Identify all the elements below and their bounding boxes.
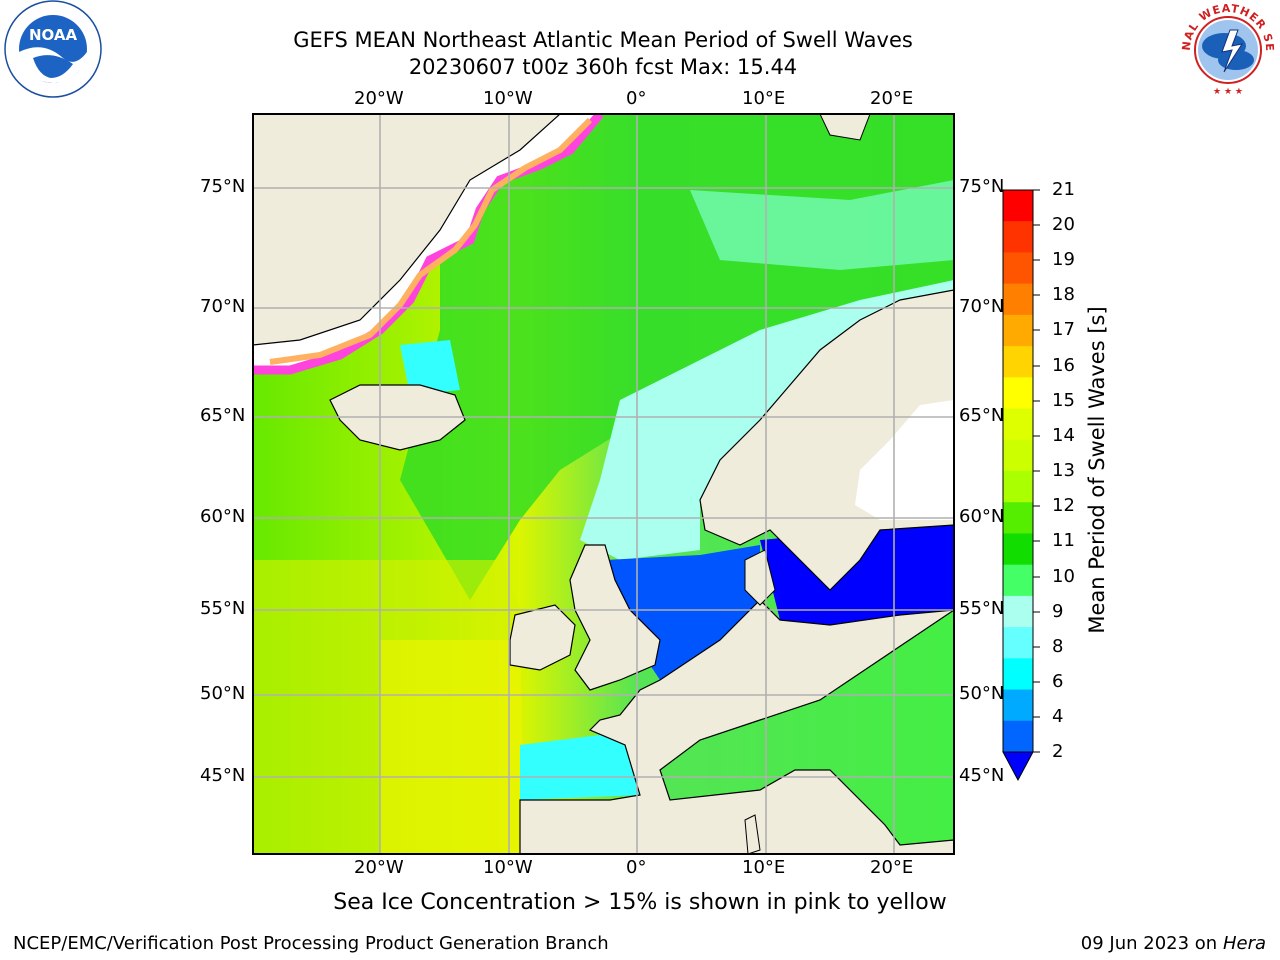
colorbar (1002, 189, 1034, 782)
colorbar-tick-label: 13 (1052, 460, 1075, 481)
colorbar-segment (1003, 190, 1033, 222)
lat-label-left: 70°N (200, 296, 246, 317)
lat-label-right: 65°N (959, 405, 1005, 426)
colorbar-segment (1003, 502, 1033, 534)
lon-label-bottom: 10°W (483, 857, 533, 878)
colorbar-tick-label: 17 (1052, 319, 1075, 340)
lon-label-bottom: 20°E (870, 857, 914, 878)
lon-label-top: 10°W (483, 88, 533, 109)
denmark-land (744, 549, 776, 606)
colorbar-tick-label: 15 (1052, 390, 1075, 411)
colorbar-segment (1003, 346, 1033, 378)
lat-label-left: 60°N (200, 506, 246, 527)
colorbar-tick-label: 16 (1052, 355, 1075, 376)
noaa-logo: NOAA (4, 0, 102, 98)
colorbar-segment (1003, 252, 1033, 285)
chart-subtitle: 20230607 t00z 360h fcst Max: 15.44 (408, 55, 798, 79)
colorbar-tick-label: 2 (1052, 741, 1064, 762)
colorbar-segment (1003, 439, 1033, 472)
lon-label-top: 20°E (870, 88, 914, 109)
lon-label-top: 10°E (742, 88, 786, 109)
lon-label-top: 20°W (354, 88, 404, 109)
colorbar-tick-label: 9 (1052, 601, 1064, 622)
footer-host: Hera (1222, 933, 1266, 954)
footer-date: 09 Jun 2023 on Hera (1081, 933, 1266, 954)
bothnia-ice (855, 400, 954, 520)
lon-label-bottom: 0° (626, 857, 647, 878)
lat-label-left: 45°N (200, 765, 246, 786)
lat-label-right: 45°N (959, 765, 1005, 786)
colorbar-tick-label: 12 (1052, 495, 1075, 516)
lon-label-bottom: 10°E (742, 857, 786, 878)
colorbar-title: Mean Period of Swell Waves [s] (1085, 306, 1109, 634)
colorbar-tick-label: 10 (1052, 566, 1075, 587)
svalbard-land (819, 114, 871, 141)
colorbar-segment (1003, 283, 1033, 316)
chart-title: GEFS MEAN Northeast Atlantic Mean Period… (293, 28, 913, 52)
lat-label-left: 50°N (200, 683, 246, 704)
colorbar-segment (1003, 221, 1033, 253)
colorbar-segment (1003, 408, 1033, 441)
colorbar-segment (1003, 627, 1033, 659)
lon-label-top: 0° (626, 88, 647, 109)
colorbar-tick-label: 20 (1052, 214, 1075, 235)
lat-label-right: 50°N (959, 683, 1005, 704)
corsica-sardinia-land (744, 814, 761, 854)
colorbar-tick-label: 4 (1052, 706, 1064, 727)
colorbar-segment (1003, 377, 1033, 410)
colorbar-segment (1003, 564, 1033, 597)
swell-region-9s (580, 280, 954, 560)
ireland-land (509, 604, 576, 671)
colorbar-segment (1003, 720, 1033, 753)
swell-region-9s-north (690, 180, 954, 270)
colorbar-segment (1003, 595, 1033, 628)
colorbar-segment (1003, 471, 1033, 503)
sea-ice-note: Sea Ice Concentration > 15% is shown in … (333, 890, 947, 915)
lon-label-bottom: 20°W (354, 857, 404, 878)
colorbar-segment (1003, 314, 1033, 347)
greenland-land (253, 114, 561, 346)
lat-label-right: 55°N (959, 598, 1005, 619)
lat-label-left: 55°N (200, 598, 246, 619)
noaa-logo-text: NOAA (29, 26, 78, 44)
sea-ice-edge-inner (269, 117, 593, 365)
lat-label-right: 60°N (959, 506, 1005, 527)
colorbar-tick-label: 11 (1052, 530, 1075, 551)
map-plot-area (253, 114, 954, 854)
graticule (253, 114, 954, 854)
lat-label-right: 75°N (959, 176, 1005, 197)
nws-logo: NATIONAL WEATHER SERVICE ★ ★ ★ (1178, 0, 1276, 98)
lat-label-right: 70°N (959, 296, 1005, 317)
swell-region-6s (520, 735, 640, 800)
lat-label-left: 65°N (200, 405, 246, 426)
colorbar-tick-label: 8 (1052, 636, 1064, 657)
colorbar-tick-label: 18 (1052, 284, 1075, 305)
colorbar-tick-label: 14 (1052, 425, 1075, 446)
footer-credit: NCEP/EMC/Verification Post Processing Pr… (13, 933, 609, 954)
svg-text:★ ★ ★: ★ ★ ★ (1213, 87, 1243, 97)
colorbar-segment (1003, 689, 1033, 722)
colorbar-tick-label: 6 (1052, 671, 1064, 692)
swell-region-14s (380, 640, 525, 854)
colorbar-tick-label: 19 (1052, 249, 1075, 270)
lat-label-left: 75°N (200, 176, 246, 197)
colorbar-segment (1003, 658, 1033, 691)
swell-region-7s (400, 340, 460, 395)
map-frame (252, 113, 955, 855)
footer-date-text: 09 Jun 2023 on (1080, 933, 1218, 954)
colorbar-extend-triangle (1002, 751, 1034, 782)
colorbar-tick-label: 21 (1052, 179, 1075, 200)
colorbar-ticks (1033, 189, 1040, 753)
colorbar-segment (1003, 533, 1033, 566)
continental-europe-land (519, 599, 954, 854)
